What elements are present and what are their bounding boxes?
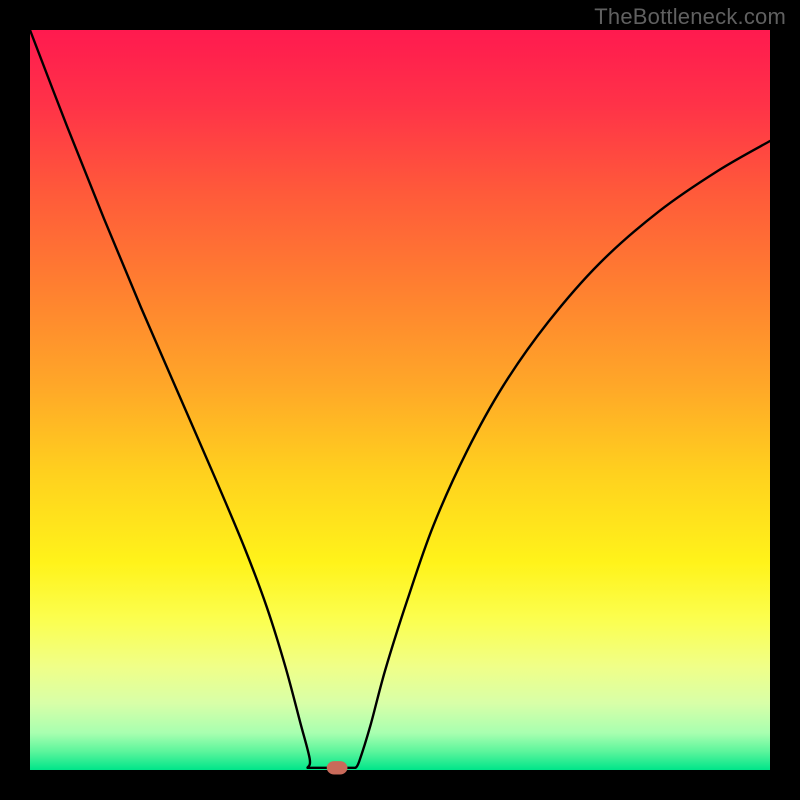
plot-background: [30, 30, 770, 770]
chart-canvas: TheBottleneck.com: [0, 0, 800, 800]
bottleneck-chart: [0, 0, 800, 800]
optimal-point-marker: [327, 761, 348, 774]
